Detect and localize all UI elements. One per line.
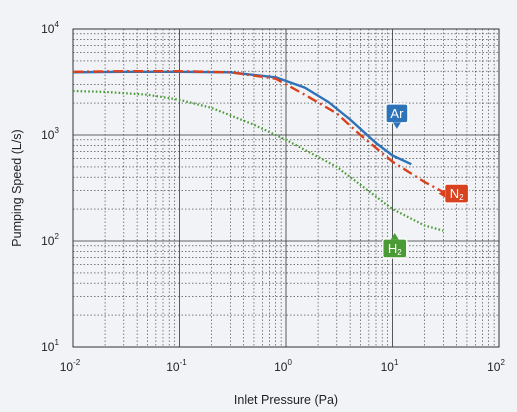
y-tick-label: 102 [41,232,59,248]
series-tag-pointer [438,189,446,198]
series-tag-ar: Ar [385,103,409,129]
x-tick-label: 10-1 [166,358,187,374]
series-tags: Ar N2 H2 [382,103,470,259]
series-tag-label: Ar [390,106,404,121]
y-axis-title: Pumping Speed (L/s) [10,129,24,246]
series-tag-pointer [390,232,399,240]
y-tick-label: 101 [41,338,59,354]
x-tick-label: 10-2 [60,358,81,374]
x-axis-title: Inlet Pressure (Pa) [234,393,338,407]
series-tag-n2: N2 [438,183,470,204]
x-tick-label: 102 [487,358,505,374]
y-tick-label: 104 [41,20,59,36]
series-lines [72,69,444,232]
x-tick-label: 100 [274,358,292,374]
series-line-n2 [72,69,444,194]
series-tag-pointer [392,122,401,129]
grid [72,29,499,348]
plot-frame [72,28,500,348]
series-tag-h2: H2 [382,232,408,259]
x-tick-label: 101 [381,358,399,374]
y-tick-label: 103 [41,126,59,142]
